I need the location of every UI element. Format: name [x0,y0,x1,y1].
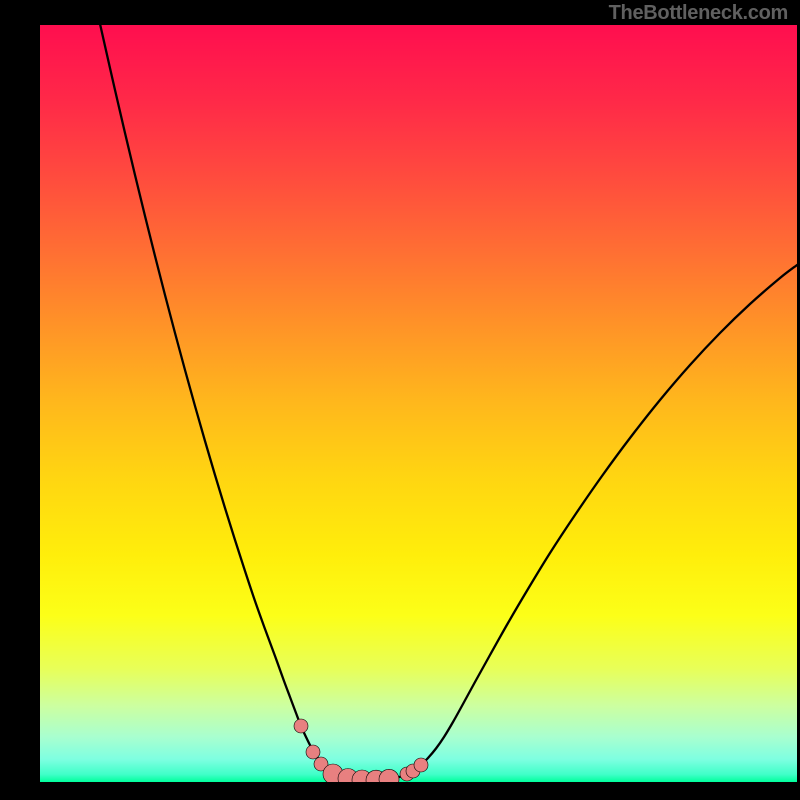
chart-container: TheBottleneck.com [0,0,800,800]
data-marker [306,745,320,759]
data-marker [294,719,308,733]
gradient-background [40,25,797,782]
data-marker [414,758,428,772]
chart-svg [40,25,797,782]
watermark-text: TheBottleneck.com [609,2,788,25]
